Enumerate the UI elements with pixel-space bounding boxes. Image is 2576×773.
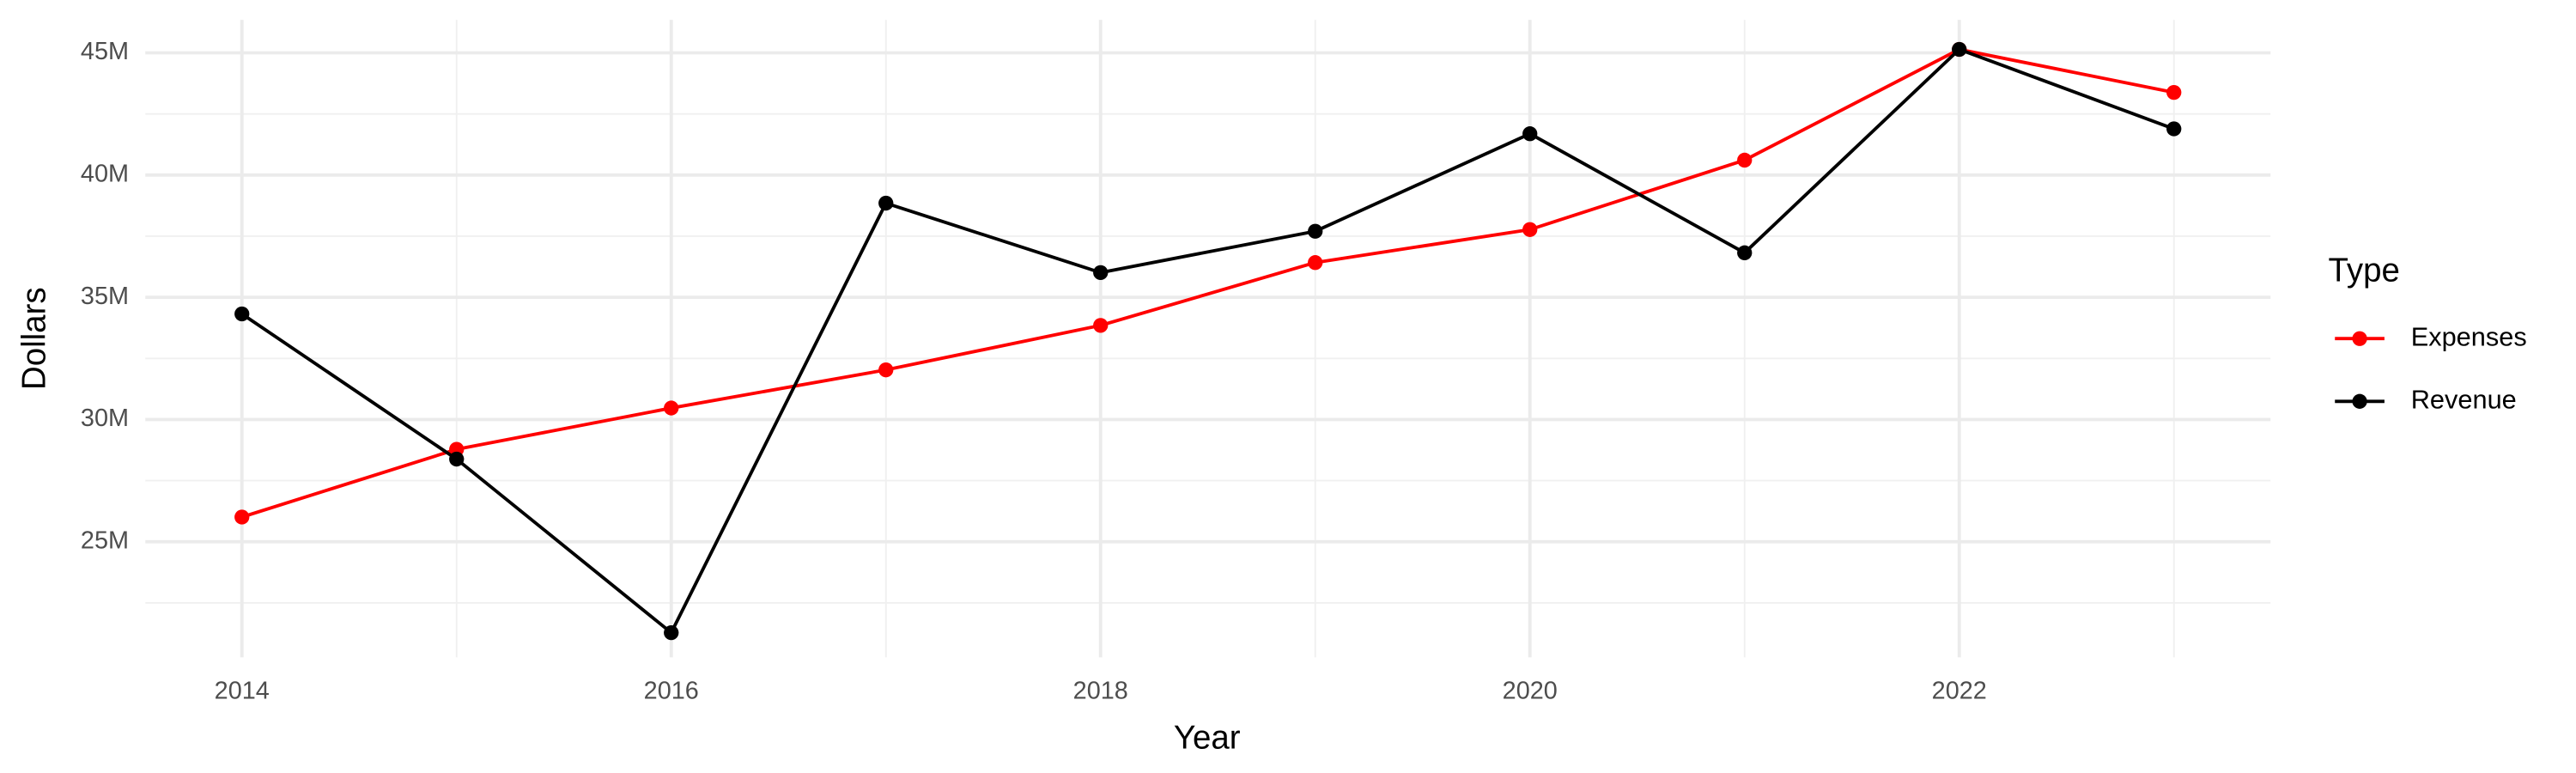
y-tick-label: 40M xyxy=(81,160,129,187)
data-point xyxy=(1952,41,1967,58)
legend-title: Type xyxy=(2329,252,2400,289)
data-point xyxy=(664,400,679,416)
data-point xyxy=(1308,223,1323,239)
data-point xyxy=(234,306,250,322)
data-point xyxy=(1093,318,1109,333)
data-point xyxy=(2166,121,2182,137)
data-point xyxy=(2166,84,2182,100)
x-axis-title: Year xyxy=(1174,720,1241,757)
data-point xyxy=(878,362,894,378)
series-line xyxy=(241,47,2175,519)
y-tick-label: 25M xyxy=(81,526,129,554)
x-tick-label: 2014 xyxy=(215,677,270,704)
legend-key-point xyxy=(2352,393,2367,409)
legend-label: Expenses xyxy=(2411,321,2527,351)
data-point xyxy=(1737,152,1753,168)
data-point xyxy=(878,195,894,211)
y-tick-label: 35M xyxy=(81,283,129,310)
data-point xyxy=(664,624,679,641)
data-point xyxy=(1737,245,1753,260)
x-tick-label: 2018 xyxy=(1073,677,1128,704)
y-tick-label: 30M xyxy=(81,405,129,432)
legend-key-point xyxy=(2352,331,2367,346)
data-point xyxy=(1522,126,1538,142)
y-tick-label: 45M xyxy=(81,38,129,65)
series-line xyxy=(240,47,2175,636)
data-point xyxy=(1522,222,1538,237)
x-tick-label: 2020 xyxy=(1503,677,1558,704)
data-point xyxy=(1308,255,1323,271)
data-point xyxy=(234,509,250,525)
x-tick-label: 2022 xyxy=(1932,677,1987,704)
data-point xyxy=(1093,265,1109,281)
data-point xyxy=(449,451,465,467)
legend-label: Revenue xyxy=(2411,384,2517,414)
x-tick-label: 2016 xyxy=(644,677,699,704)
y-axis-title: Dollars xyxy=(15,287,52,390)
